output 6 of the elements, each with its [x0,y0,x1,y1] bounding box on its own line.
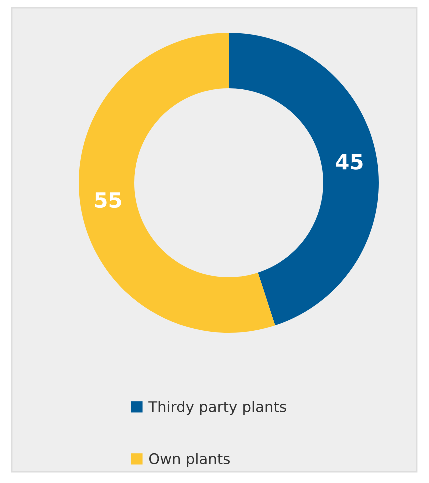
legend-label: Own plants [149,453,230,468]
data-label: 45 [336,154,363,170]
legend-label: Thirdy party plants [148,401,286,416]
donut-slice [229,33,379,326]
donut-slice [79,33,276,333]
data-label: 55 [95,192,122,208]
